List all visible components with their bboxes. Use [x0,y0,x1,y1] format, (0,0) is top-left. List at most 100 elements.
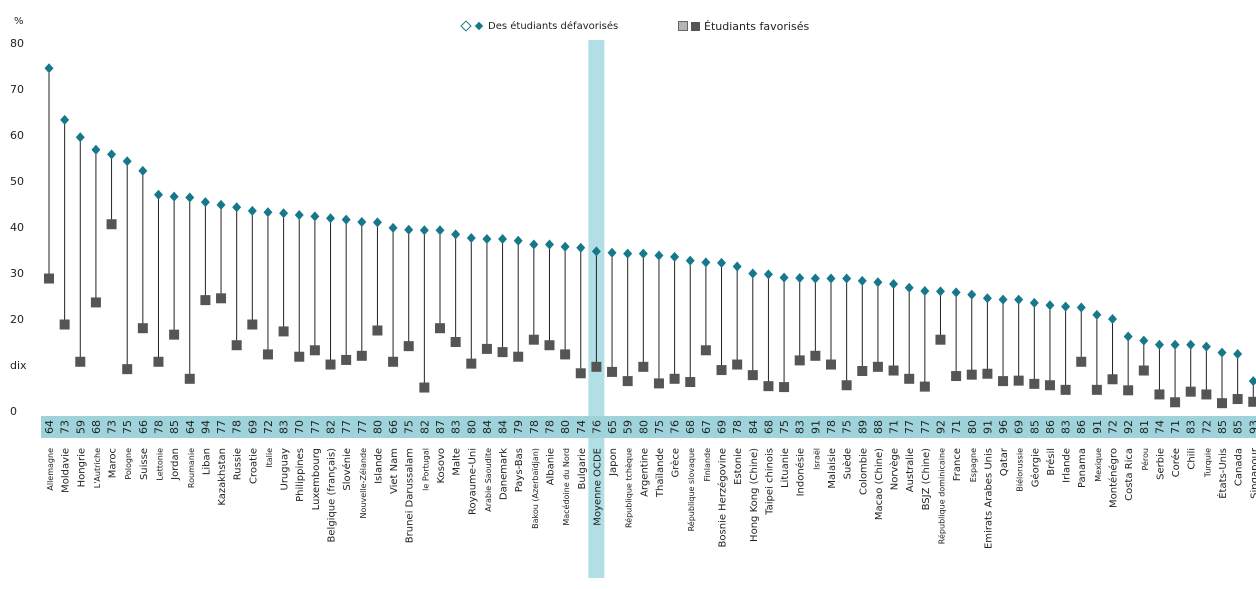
code-label: 76 [590,420,603,434]
category-label: Philippines [295,448,306,502]
advantaged-point [591,361,602,372]
diamond-icon [474,21,484,31]
code-label: 78 [825,420,838,434]
category-label: Malte [452,448,463,476]
advantaged-point [184,373,195,384]
disadvantaged-point [122,156,132,167]
code-label: 78 [528,420,541,434]
code-label: 74 [575,420,588,434]
code-label: 75 [403,420,416,434]
y-tick-label: 80 [10,37,24,50]
code-label: 93 [1247,420,1256,434]
disadvantaged-point [935,286,945,297]
category-label: Panama [1077,448,1088,488]
code-label: 71 [1169,420,1182,434]
advantaged-point [685,377,696,388]
y-tick-label: 50 [10,175,24,188]
disadvantaged-point [873,277,883,288]
category-label: Norvège [889,448,901,490]
code-label: 83 [1060,420,1073,434]
category-label: Canada [1234,448,1245,486]
disadvantaged-point [544,239,554,250]
category-label: Moyenne OCDE [592,448,603,526]
category-label: Jordan [170,448,181,481]
category-label: Pays-Bas [514,448,525,492]
advantaged-point [356,350,367,361]
category-label: Finlande [703,448,712,482]
advantaged-point [763,381,774,392]
advantaged-point [466,358,477,369]
disadvantaged-point [404,224,414,235]
category-label: Indonésie [795,448,807,496]
category-label: Espagne [969,448,978,482]
category-label: Belgique (français) [327,448,338,543]
code-label: 82 [418,420,431,434]
disadvantaged-point [889,279,899,290]
category-label: Croatie [248,448,259,484]
disadvantaged-point [279,208,289,219]
disadvantaged-point [623,248,633,259]
disadvantaged-point [529,239,539,250]
category-label: Lituanie [780,448,791,488]
code-label: 96 [997,420,1010,434]
legend-disadvantaged-label: Des étudiants défavorisés [488,20,619,32]
disadvantaged-point [763,269,773,280]
code-label: 81 [1138,420,1151,434]
code-label: 75 [778,420,791,434]
code-label: 84 [747,420,760,434]
code-label: 84 [497,420,510,434]
disadvantaged-point [1248,376,1256,387]
code-label: 80 [371,420,384,434]
advantaged-point [1201,389,1212,400]
code-label: 75 [121,420,134,434]
category-label: Bosnie Herzégovine [717,448,729,547]
category-label: Australie [905,448,916,492]
disadvantaged-point [513,235,523,246]
advantaged-point [341,354,352,365]
code-label: 73 [106,420,119,434]
category-label: Monténégro [1108,448,1120,508]
disadvantaged-point [138,165,148,176]
code-label: 77 [903,420,916,434]
advantaged-point [998,376,1009,387]
disadvantaged-point [482,233,492,244]
category-label: Argentine [639,448,650,497]
code-label: 78 [731,420,744,434]
disadvantaged-point [91,144,101,155]
code-label: 64 [43,420,56,434]
advantaged-point [1076,356,1087,367]
code-label: 86 [1075,420,1088,434]
code-label: 68 [90,420,103,434]
advantaged-point [325,359,336,370]
advantaged-point [262,349,273,360]
code-label: 77 [356,420,369,434]
code-label: 85 [1028,420,1041,434]
disadvantaged-point [153,189,163,200]
advantaged-point [1044,380,1055,391]
disadvantaged-point [1061,301,1071,312]
disadvantaged-series [44,63,1256,387]
code-label: 74 [1153,420,1166,434]
category-label: L'Autriche [93,448,102,488]
advantaged-point [216,293,227,304]
advantaged-point [1091,384,1102,395]
category-label: Turquie [1203,448,1212,478]
disadvantaged-point [357,216,367,227]
code-label: 71 [950,420,963,434]
code-label: 78 [152,420,165,434]
disadvantaged-point [1139,335,1149,346]
disadvantaged-point [341,214,351,225]
category-label: Costa Rica [1124,448,1135,501]
disadvantaged-point [185,192,195,203]
advantaged-point [607,366,618,377]
category-label: Suisse [139,448,150,480]
disadvantaged-point [826,273,836,284]
advantaged-point [59,319,70,330]
code-label: 77 [919,420,932,434]
code-label: 80 [966,420,979,434]
code-label: 75 [841,420,854,434]
code-label: 85 [1216,420,1229,434]
category-label: Uruguay [280,448,291,491]
disadvantaged-point [326,213,336,224]
